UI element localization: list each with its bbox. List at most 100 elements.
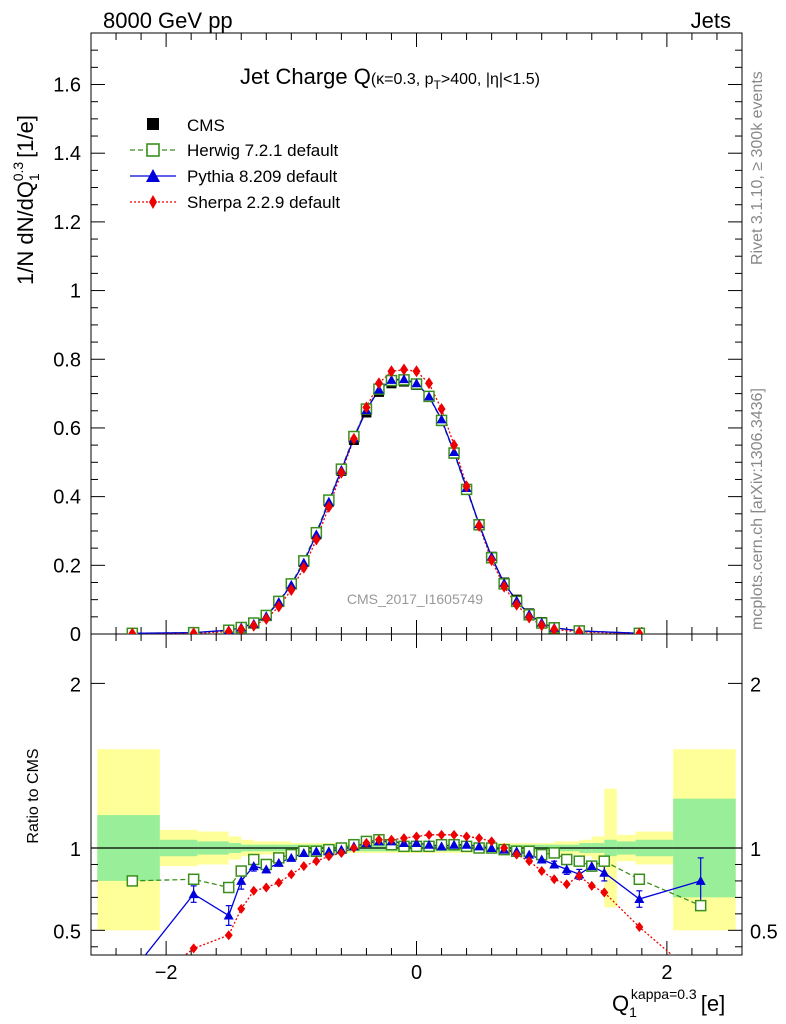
point-sherpa [274,600,283,613]
ratio-point-pythia [461,839,472,849]
point-sherpa [525,611,534,624]
ratio-point-herwig [694,899,707,912]
ratio-point-sherpa [224,930,233,941]
ratio-point-pythia [634,894,645,904]
ratio-point-sherpa [374,834,383,845]
legend: CMS Herwig 7.2.1 default Pythia 8.209 de… [130,116,340,212]
ratio-point-sherpa [237,903,246,914]
x-axis-label-unit: [e] [701,991,725,1016]
ratio-point-sherpa [387,834,396,845]
y-tick-label-ratio: 0.5 [53,921,81,943]
ratio-point-sherpa [362,838,371,849]
ratio-point-herwig [187,873,200,886]
legend-label-pythia: Pythia 8.209 default [187,167,338,186]
point-sherpa [349,432,358,445]
ratio-point-pythia [188,889,199,899]
x-tick-label: 2 [661,962,672,984]
point-sherpa [262,612,271,625]
point-pythia [386,374,397,384]
point-sherpa [128,627,137,634]
point-sherpa [399,363,408,376]
ratio-point-pythia [586,861,597,871]
ratio-point-pythia [298,847,309,857]
ratio-point-sherpa [189,943,198,954]
ratio-point-pythia [486,843,497,852]
ratio-point-pythia [248,861,259,871]
point-sherpa [387,365,396,378]
x-axis-label-sup: kappa=0.3 [631,986,697,1002]
point-pythia [436,414,447,424]
ratio-point-herwig [548,847,560,859]
point-sherpa [299,561,308,574]
side-label-mcplots: mcplots.cern.ch [arXiv:1306.3436] [749,388,766,630]
ratio-point-pythia [311,846,322,856]
ratio-point-sherpa [587,880,596,891]
ratio-point-sherpa [562,879,571,890]
ratio-point-herwig [235,865,247,877]
ratio-point-pythia [695,875,706,885]
ratio-point-herwig [126,875,139,887]
y-tick-label-ratio: 2 [70,674,81,696]
ratio-point-sherpa [462,831,471,842]
point-sherpa [575,625,584,634]
ratio-point-herwig [598,855,611,867]
point-sherpa [487,554,496,567]
y-tick-label-main: 0 [70,624,81,646]
ratio-point-herwig [633,873,646,886]
ratio-point-sherpa [412,831,421,842]
point-sherpa [462,480,471,493]
ratio-point-herwig [560,853,573,866]
ratio-point-sherpa [262,882,271,893]
ratio-point-pythia [236,875,247,885]
ratio-point-sherpa [324,851,333,862]
ratio-point-sherpa [487,836,496,847]
main-y-label-unit: [1/e] [13,115,38,158]
main-y-label-sup: 0.3 [10,162,26,182]
ratio-point-sherpa [500,843,509,853]
ratio-point-pythia [424,839,435,849]
point-sherpa [500,580,509,593]
chart-title-sub-T: T [434,78,442,92]
point-sherpa [475,519,484,532]
point-sherpa [237,623,246,634]
axis-ticks [90,33,743,955]
chart-title-sub-rest: >400, |η|<1.5) [441,71,540,88]
y-tick-label-ratio-right: 0.5 [750,921,778,943]
x-axis-label: Q1kappa=0.3 [e] [612,986,725,1020]
main-y-label-sub: 1 [26,173,42,181]
ratio-point-pythia [536,854,547,864]
ratio-point-pythia [323,846,334,856]
ratio-point-sherpa [635,922,644,933]
ratio-point-pythia [561,864,572,874]
ratio-point-sherpa [337,847,346,858]
watermark: CMS_2017_I1605749 [347,591,483,607]
ratio-point-pythia [599,867,610,877]
ratio-point-sherpa [287,869,296,880]
point-sherpa [337,466,346,479]
ratio-point-pythia [127,966,137,975]
y-tick-label-ratio-right: 2 [750,674,761,696]
point-sherpa [437,403,446,416]
ratio-point-sherpa [128,991,136,1001]
ratio-point-sherpa [437,829,446,840]
ratio-point-sherpa [399,833,408,844]
ratio-point-pythia [411,838,422,848]
ratio-point-sherpa [274,877,283,888]
ratio-point-pythia [286,852,297,862]
y-tick-label-main: 1.6 [53,75,81,97]
legend-label-sherpa: Sherpa 2.2.9 default [187,193,340,212]
y-tick-label-main: 0.2 [53,555,81,577]
ratio-frame [90,633,743,956]
point-sherpa [550,623,559,634]
y-tick-label-main: 1 [70,281,81,303]
point-sherpa [512,598,521,611]
point-sherpa [324,500,333,513]
ratio-point-sherpa [249,885,258,896]
ratio-point-herwig [573,855,585,867]
chart-title-sub: (κ=0.3, p [371,71,434,88]
ratio-point-pythia [474,841,485,851]
point-sherpa [312,533,321,546]
ratio-point-sherpa [537,866,546,877]
ratio-point-sherpa [312,856,321,867]
